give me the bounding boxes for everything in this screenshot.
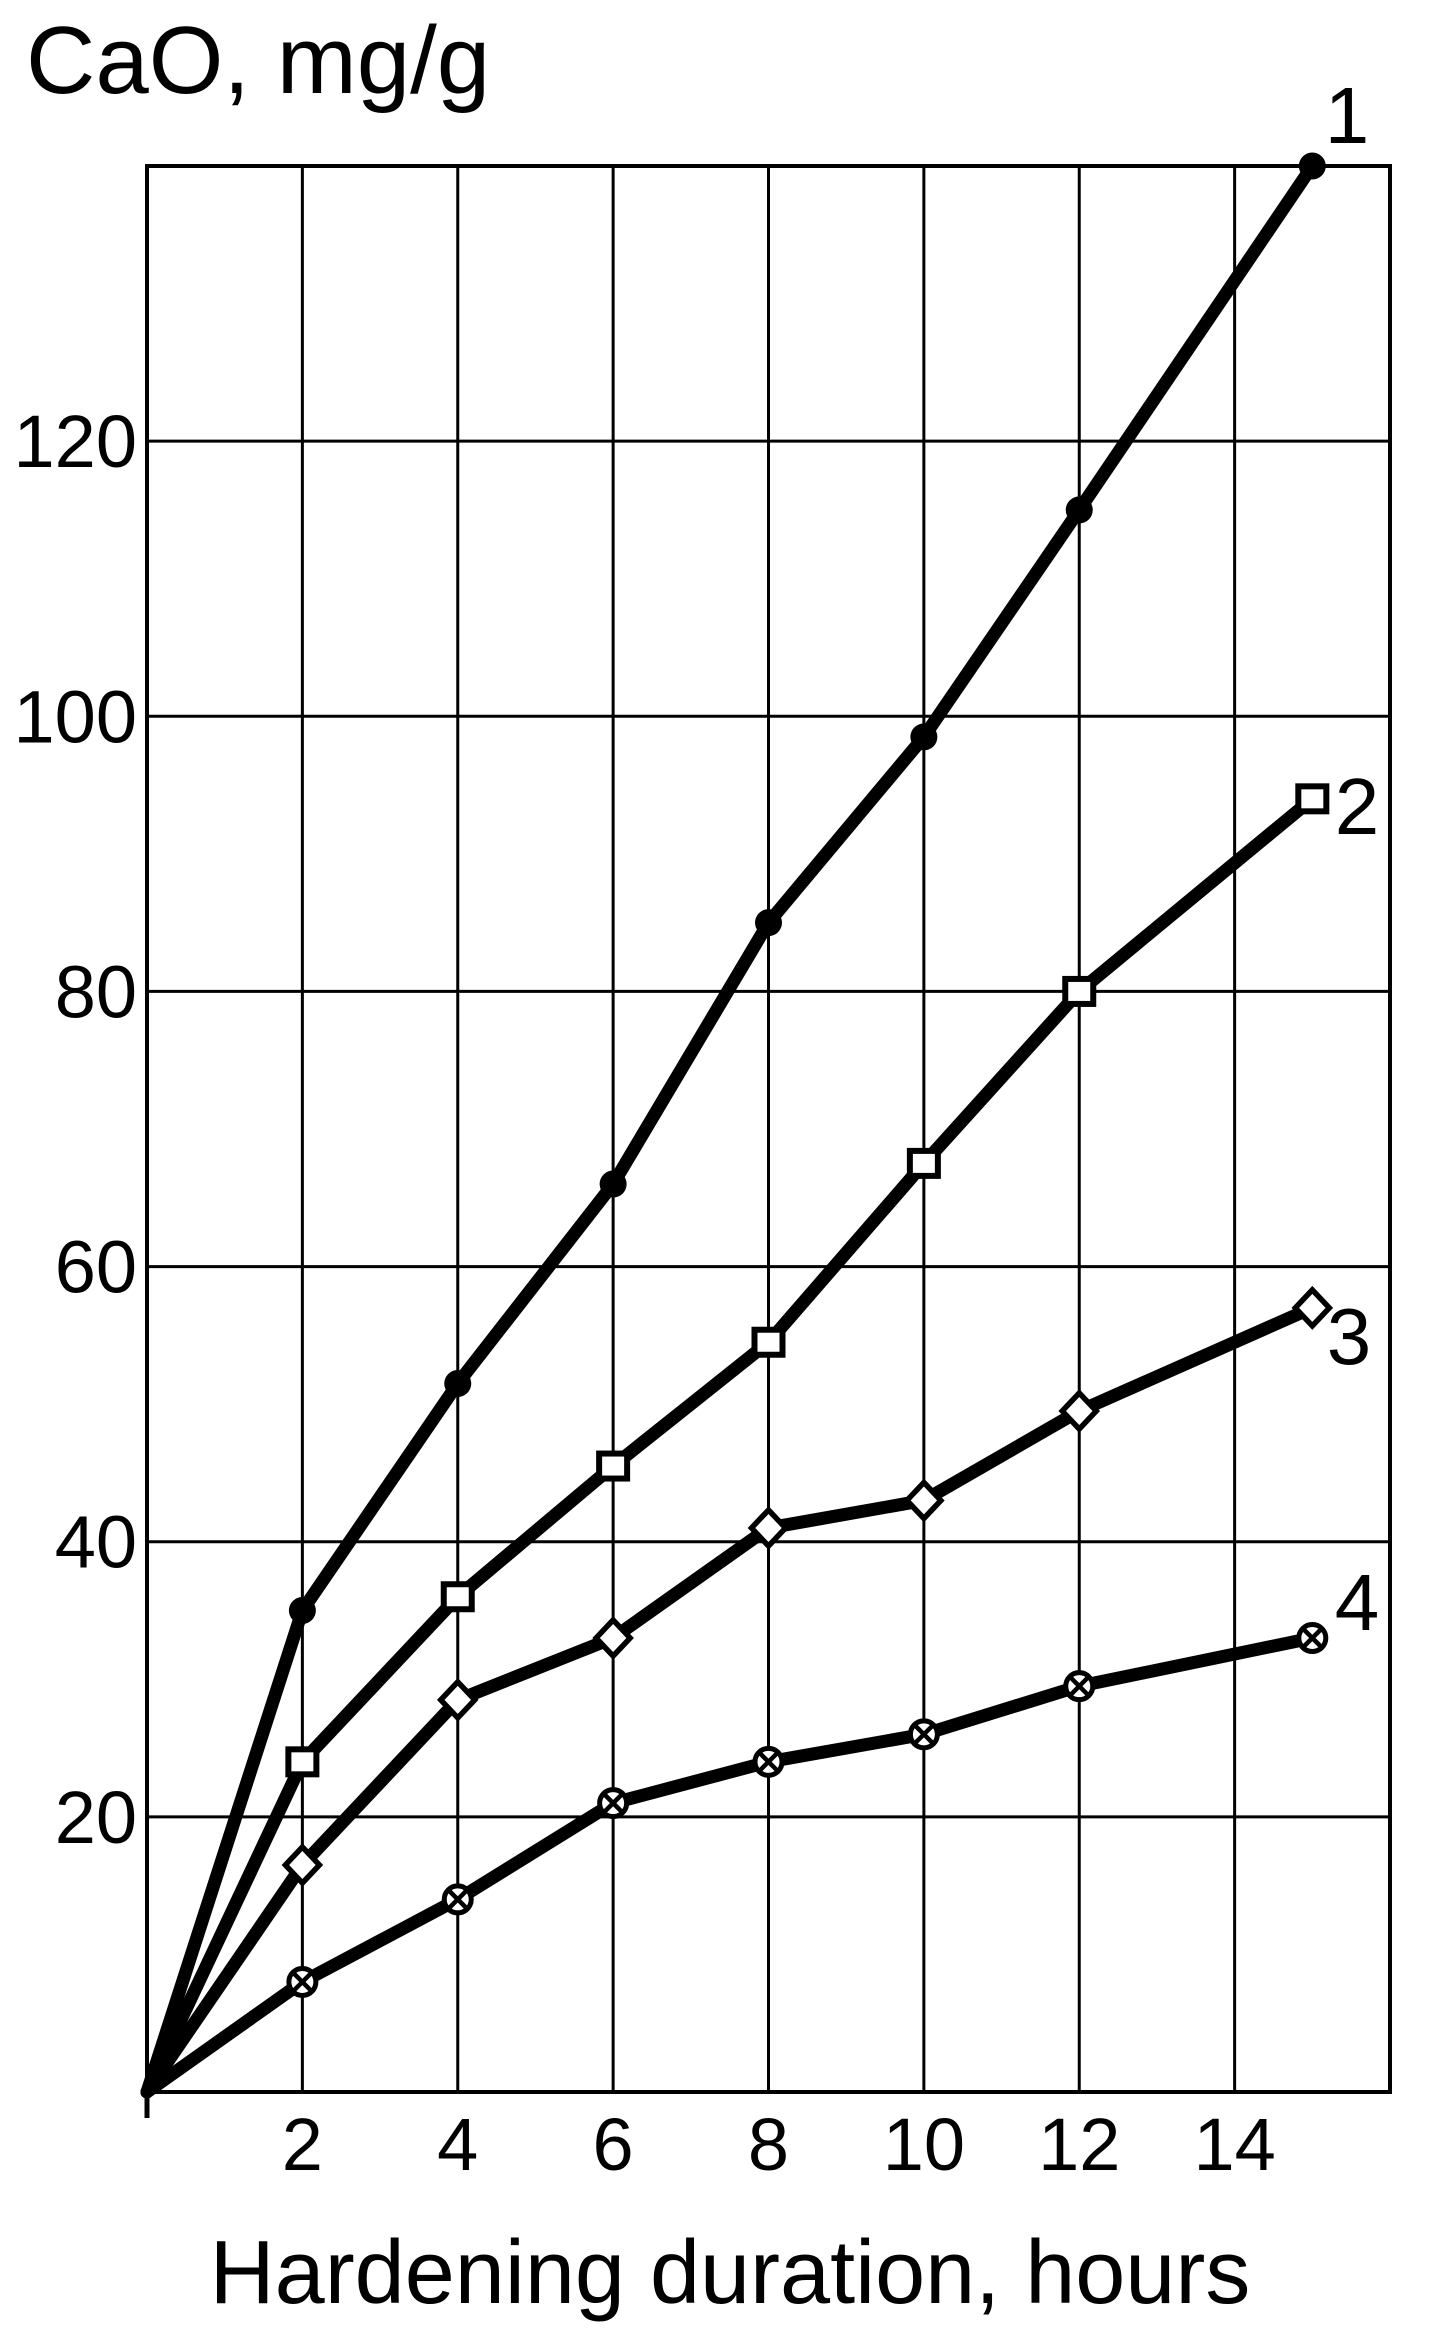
series-2-marker (440, 1581, 475, 1613)
x-tick-label: 2 (282, 2103, 323, 2186)
series-2-marker (1062, 975, 1097, 1007)
y-tick-label: 40 (55, 1501, 137, 1584)
series-1-marker (599, 1170, 627, 1198)
series-3-marker (436, 1677, 479, 1722)
series-1-line (140, 159, 1319, 2099)
series-3-marker (903, 1478, 945, 1523)
series-4-marker-cross (914, 1724, 934, 1744)
series-1-marker (444, 1370, 472, 1398)
series-label-2: 2 (1335, 762, 1380, 851)
series-2-marker (596, 1450, 631, 1482)
series-1-marker (288, 1597, 316, 1624)
series-3-marker (592, 1616, 634, 1661)
x-tick-label: 6 (593, 2103, 634, 2186)
series-2-marker (906, 1147, 941, 1179)
series-4-marker-cross (1302, 1628, 1322, 1648)
x-tick-label: 8 (748, 2103, 789, 2186)
y-tick-label: 20 (55, 1776, 137, 1859)
series-1-marker (910, 723, 938, 751)
x-tick-label: 4 (437, 2103, 478, 2186)
series-3-marker (1058, 1389, 1101, 1434)
y-tick-label: 100 (14, 675, 137, 758)
series-1-marker (755, 909, 782, 937)
series-3-marker (1291, 1285, 1334, 1330)
series-4-marker-cross (448, 1889, 468, 1909)
series-label-3: 3 (1327, 1292, 1372, 1381)
series-1-marker (1065, 496, 1093, 524)
y-tick-label: 120 (14, 400, 137, 483)
series-3-marker (747, 1505, 790, 1550)
series-label-1: 1 (1325, 71, 1370, 160)
x-tick-label: 12 (1038, 2103, 1120, 2186)
series-2-marker (751, 1326, 786, 1358)
series-1-marker (1298, 152, 1326, 180)
x-tick-label: 10 (883, 2103, 965, 2186)
series-2-marker (285, 1746, 320, 1778)
x-tick-label: 14 (1193, 2103, 1275, 2186)
series-3-marker (281, 1843, 324, 1888)
y-tick-label: 80 (55, 950, 137, 1033)
series-2-marker (1295, 783, 1330, 815)
x-axis-title: Hardening duration, hours (209, 2223, 1251, 2323)
series-label-4: 4 (1335, 1558, 1380, 1647)
series-4-marker-cross (292, 1972, 312, 1992)
series-4-marker-cross (603, 1793, 623, 1813)
series-2-line (140, 792, 1319, 2099)
y-axis-title: CaO, mg/g (26, 7, 491, 114)
plot-border (145, 164, 1392, 2094)
series-4-marker-cross (1069, 1676, 1089, 1696)
series-4-line (140, 1631, 1319, 2099)
y-tick-label: 60 (55, 1226, 137, 1309)
series-4-marker-cross (758, 1752, 779, 1772)
series-3-line (140, 1301, 1319, 2099)
